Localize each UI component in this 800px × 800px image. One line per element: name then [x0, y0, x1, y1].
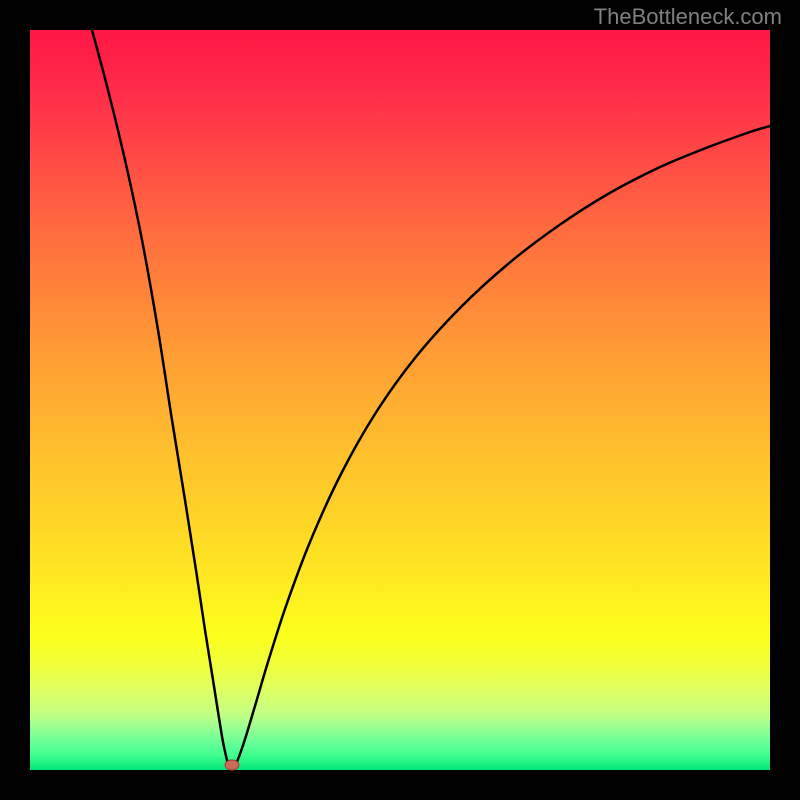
minimum-marker [225, 760, 239, 770]
chart-plot-area [30, 30, 770, 770]
watermark-text: TheBottleneck.com [594, 4, 782, 30]
bottleneck-chart [0, 0, 800, 800]
